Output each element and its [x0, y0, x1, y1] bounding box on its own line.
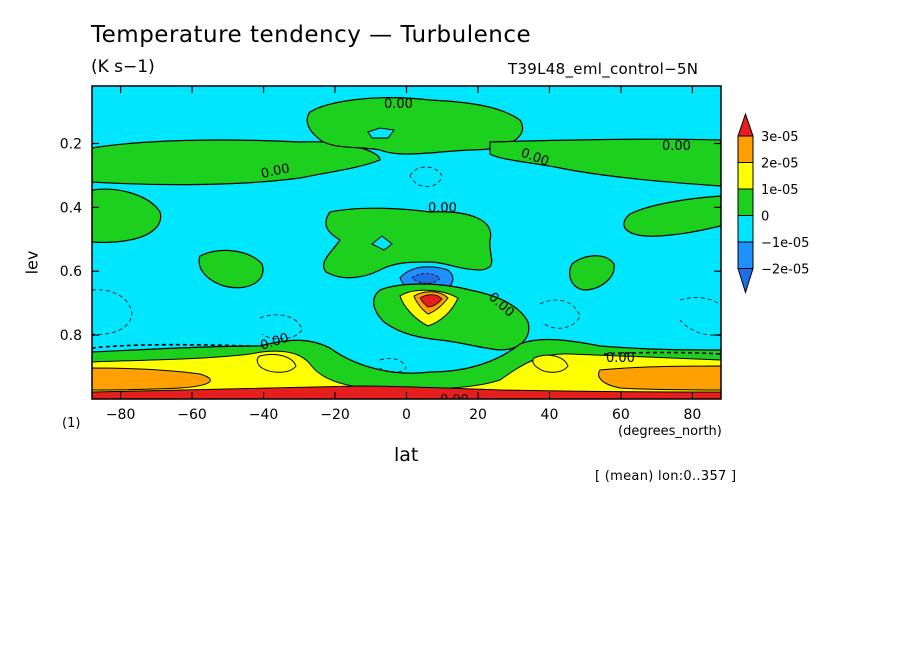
contour-label: 0.00: [662, 139, 691, 154]
y-tick-label: 0.6: [60, 264, 82, 280]
colorbar-tick-label: 2e-05: [761, 157, 799, 172]
y-tick-label: 0.4: [60, 200, 82, 216]
negative-hole-central: [371, 235, 393, 251]
contour-label: 0.00: [260, 161, 291, 182]
y-tick-label: 0.8: [60, 328, 82, 344]
colorbar-segment: [737, 188, 754, 216]
run-name: T39L48_eml_control−5N: [508, 60, 699, 78]
positive-region-nh-mid: [623, 195, 721, 237]
y-axis: 0.2 0.4 0.6 0.8: [60, 136, 721, 344]
positive-region-central: [323, 207, 493, 279]
x-axis-units: (degrees_north): [618, 424, 722, 439]
x-tick-label: −20: [320, 407, 350, 423]
chart-units: (K s−1): [91, 57, 155, 77]
contour-label: 0.00: [606, 351, 635, 366]
colorbar-tick-label: −2e-05: [761, 263, 809, 278]
x-tick-label: −80: [106, 407, 136, 423]
boundary-layer-pocket-nh: [532, 354, 569, 373]
positive-region-sh-lower: [198, 249, 264, 289]
x-tick-label: −40: [249, 407, 279, 423]
average-note: [ (mean) lon:0..357 ]: [595, 469, 737, 484]
colorbar-tick-label: 3e-05: [761, 130, 799, 145]
positive-region-sh-mid: [92, 188, 162, 244]
colorbar: 3e-05 2e-05 1e-05 0 −1e-05 −2e-05: [737, 112, 809, 295]
contour-label: 0.00: [440, 393, 469, 408]
positive-region-upper-nh: [489, 138, 721, 187]
contour-plot: 0.00 0.00 0.00 0.00 0.00 0.00 0.00 0.00 …: [92, 86, 721, 408]
positive-region-upper-sh: [92, 139, 381, 186]
contour-label: 0.00: [428, 201, 457, 216]
x-tick-label: 20: [469, 407, 487, 423]
contour-label: 0.00: [384, 97, 413, 112]
boundary-layer-orange-nh: [598, 365, 721, 391]
positive-region-nh-lower: [569, 255, 615, 291]
colorbar-segment: [737, 135, 754, 163]
x-axis: −80 −60 −40 −20 0 20 40 60 80: [106, 86, 701, 423]
colorbar-segment: [737, 241, 754, 269]
chart-title: Temperature tendency — Turbulence: [91, 22, 532, 48]
boundary-layer-orange-sh: [92, 367, 211, 391]
y-tick-label: 0.2: [60, 136, 82, 152]
boundary-layer-pocket-sh: [256, 353, 297, 373]
negative-hole-upper: [367, 127, 395, 139]
x-tick-label: 0: [402, 407, 411, 423]
colorbar-segment: [737, 215, 754, 243]
x-tick-label: 60: [612, 407, 630, 423]
scale-marker: (1): [62, 416, 81, 431]
x-tick-label: 40: [541, 407, 559, 423]
negative-core-inner: [411, 273, 441, 284]
x-axis-label: lat: [394, 444, 419, 466]
x-tick-label: −60: [177, 407, 207, 423]
colorbar-top-arrow: [737, 112, 754, 137]
positive-region-upper-tropics: [306, 97, 524, 155]
colorbar-bottom-arrow: [737, 268, 754, 295]
colorbar-tick-label: 0: [761, 210, 769, 225]
colorbar-segment: [737, 162, 754, 190]
colorbar-tick-label: −1e-05: [761, 236, 809, 251]
colorbar-tick-label: 1e-05: [761, 183, 799, 198]
x-tick-label: 80: [683, 407, 701, 423]
positive-max-red: [419, 294, 443, 308]
